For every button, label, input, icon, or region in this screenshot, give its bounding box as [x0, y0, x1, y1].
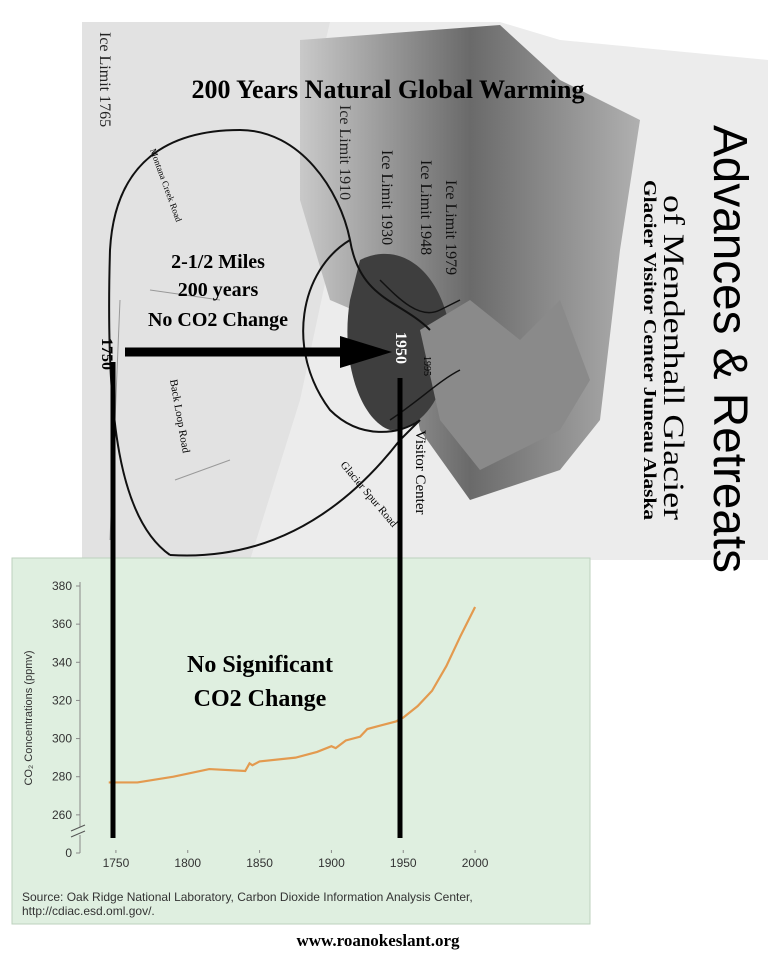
x-tick-label: 1950: [390, 856, 417, 870]
visitor-center: Visitor Center: [412, 430, 428, 515]
x-tick-label: 1750: [103, 856, 130, 870]
ice-limit-label: Ice Limit 1765: [96, 32, 113, 127]
y-tick-label: 360: [52, 617, 72, 631]
y-tick-label: 340: [52, 655, 72, 669]
x-tick-label: 1850: [246, 856, 273, 870]
plot: 0 260 280 300 320 340 360 380 1750 1800 1850 1900 19…: [52, 579, 489, 870]
ice-limit-label: Ice Limit 1948: [417, 160, 434, 255]
distance-note: 200 years: [178, 279, 259, 301]
co2-line: [108, 606, 477, 784]
map-title: 200 Years Natural Global Warming: [192, 75, 585, 104]
axis-break: [70, 830, 86, 838]
distance-note: No CO2 Change: [148, 309, 288, 331]
subheading: of Mendenhall Glacier: [657, 195, 690, 520]
y-tick-label: 280: [52, 770, 72, 784]
x-tick-label: 2000: [462, 856, 489, 870]
ice-limit-label: Ice Limit 1930: [378, 150, 395, 245]
ice-limit-1910-line: [302, 239, 421, 433]
axis-break: [72, 827, 88, 835]
y-tick-label: 260: [52, 808, 72, 822]
annotation: CO2 Change: [194, 686, 327, 712]
mountains: [420, 300, 590, 470]
source: http://cdiac.esd.oml.gov/.: [22, 904, 155, 918]
glacier-front: [347, 253, 450, 430]
axis-break: [70, 824, 86, 832]
map: 200 Years Natural Global Warming Ice Lim…: [82, 22, 768, 573]
end-year: 1950: [392, 332, 409, 364]
y-tick-label: 380: [52, 579, 72, 593]
y-tick-label: 0: [65, 846, 72, 860]
heading: Advances & Retreats: [703, 125, 756, 573]
location: Glacier Visitor Center Juneau Alaska: [640, 180, 660, 520]
footer: www.roanokeslant.org: [296, 931, 460, 950]
y-axis-label: CO₂ Concentrations (ppmv): [23, 650, 35, 785]
valley: [82, 22, 330, 560]
x-tick-label: 1900: [318, 856, 345, 870]
x-tick-label: 1800: [174, 856, 201, 870]
ice-limit-1765-line: [108, 128, 431, 556]
arrow-head: [340, 336, 392, 368]
annotation: No Significant: [187, 652, 333, 678]
ice-limit-label: Ice Limit 1910: [336, 105, 353, 200]
source: Source: Oak Ridge National Laboratory, C…: [22, 890, 473, 904]
small-year: 1995: [421, 356, 432, 376]
road-line: [169, 419, 421, 557]
chart-panel: [11, 557, 591, 925]
distance-note: 2-1/2 Miles: [171, 251, 265, 273]
y-tick-label: 320: [52, 693, 72, 707]
y-tick-label: 300: [52, 732, 72, 746]
ice-limit-label: Ice Limit 1979: [442, 180, 459, 275]
